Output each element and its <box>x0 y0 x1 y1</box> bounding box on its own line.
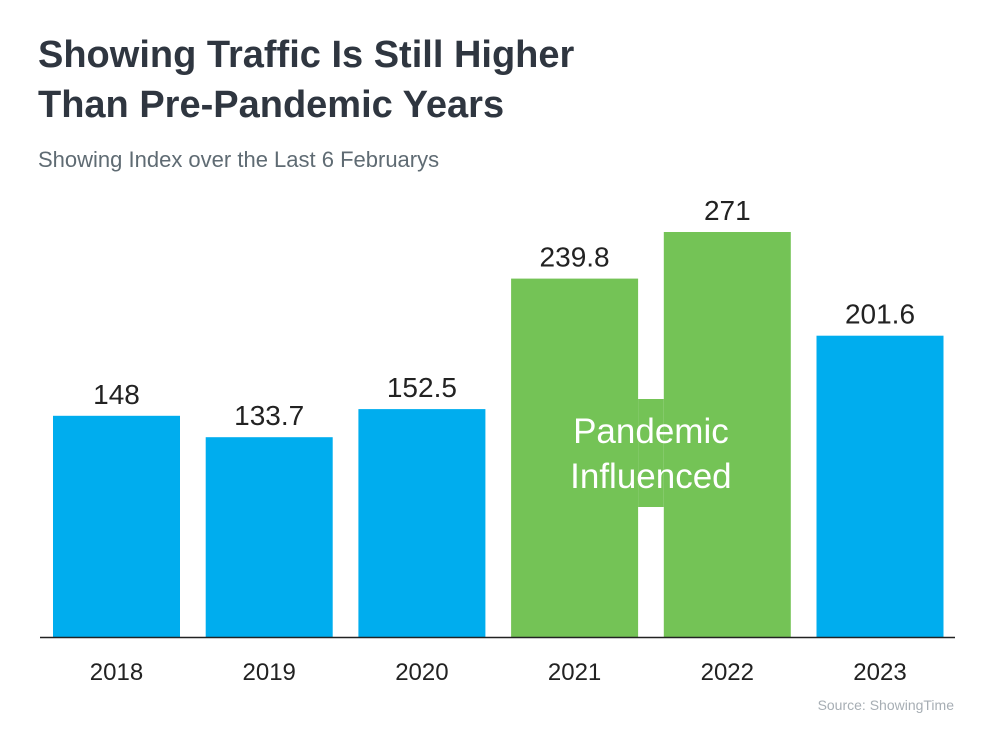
value-label-2021: 239.8 <box>540 242 610 273</box>
value-label-2019: 133.7 <box>234 400 304 431</box>
x-tick-label-2021: 2021 <box>548 659 601 686</box>
x-tick-label-2022: 2022 <box>701 659 754 686</box>
x-tick-label-2019: 2019 <box>243 659 296 686</box>
chart-title-line-2: Than Pre-Pandemic Years <box>38 84 505 126</box>
pandemic-bracket <box>638 399 664 507</box>
chart-subtitle: Showing Index over the Last 6 Februarys <box>38 147 440 172</box>
bar-2020 <box>358 409 486 637</box>
x-tick-label-2018: 2018 <box>90 659 143 686</box>
pandemic-annotation-line-1: Pandemic <box>573 412 729 451</box>
bar-2018 <box>53 415 180 637</box>
bar-2021 <box>511 278 639 637</box>
bar-2022 <box>663 232 791 637</box>
value-label-2018: 148 <box>93 379 140 410</box>
chart-title-line-1: Showing Traffic Is Still Higher <box>38 34 575 76</box>
x-tick-label-2023: 2023 <box>853 659 906 686</box>
value-label-2022: 271 <box>704 195 751 226</box>
value-label-2020: 152.5 <box>387 372 457 403</box>
x-tick-label-2020: 2020 <box>395 659 448 686</box>
value-label-2023: 201.6 <box>845 299 915 330</box>
bar-2019 <box>205 437 333 637</box>
chart-title: Showing Traffic Is Still Higher Than Pre… <box>38 30 798 130</box>
bar-2023 <box>816 335 944 637</box>
pandemic-annotation-line-2: Influenced <box>570 457 732 496</box>
source-label: Source: ShowingTime <box>817 697 954 713</box>
